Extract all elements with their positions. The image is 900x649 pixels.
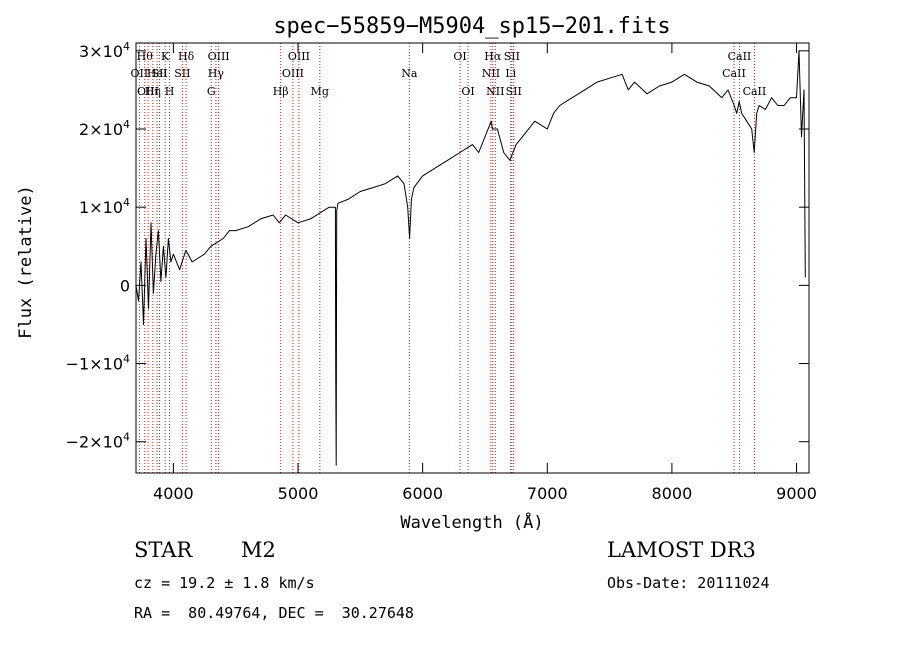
ticks-layer: 4000 5000 6000 7000 8000 90003×1042×1041×1040… xyxy=(66,40,817,503)
y-tick-label: 0 xyxy=(120,276,130,295)
spectral-line-label: HeI xyxy=(147,67,167,80)
spectral-line-label: OIII xyxy=(208,50,230,63)
spectral-line-label: Li xyxy=(505,67,516,80)
object-subclass: M2 xyxy=(241,538,276,562)
series-layer xyxy=(135,50,806,466)
y-tick-base: 3×10 xyxy=(79,42,123,61)
chart-title: spec−55859−M5904_sp15−201.fits xyxy=(273,14,670,39)
spectral-line-label: OIII xyxy=(282,67,304,80)
spectrum-series-line xyxy=(135,50,806,466)
y-tick-base: 1×10 xyxy=(79,198,123,217)
spectral-line-label: OI xyxy=(453,50,466,63)
spectral-line-label: Hθ xyxy=(137,50,154,63)
x-tick-label: 9000 xyxy=(776,484,817,503)
coordinates: RA = 80.49764, DEC = 30.27648 xyxy=(134,604,414,622)
y-tick-exponent: 4 xyxy=(123,431,130,444)
y-tick-exponent: 4 xyxy=(123,40,130,53)
spectral-line-label: Hδ xyxy=(178,50,195,63)
x-tick-label: 7000 xyxy=(527,484,568,503)
spectral-line-label: K xyxy=(161,50,170,63)
spectral-line-label: OI xyxy=(461,85,474,98)
spectral-line-label: NII xyxy=(486,85,504,98)
spectral-line-label: SII xyxy=(174,67,190,80)
spectral-line-label: G xyxy=(207,85,216,98)
spectral-line-label: OIII xyxy=(137,85,159,98)
spectral-line-label: Mg xyxy=(311,85,329,98)
spectral-line-label: Hα xyxy=(484,50,502,63)
y-tick-base: −2×10 xyxy=(66,433,123,452)
y-tick-label: −2×104 xyxy=(66,431,130,452)
x-tick-label: 8000 xyxy=(652,484,693,503)
spectral-line-label: Hη xyxy=(145,85,161,98)
object-class: STAR xyxy=(134,538,193,562)
x-tick-label: 5000 xyxy=(278,484,319,503)
spectral-line-label: Hβ xyxy=(273,85,289,98)
spectral-line-label: CaII xyxy=(728,50,752,63)
spectral-line-label: OIII xyxy=(288,50,310,63)
y-tick-base: −1×10 xyxy=(66,355,123,374)
y-tick-base: 0 xyxy=(120,276,130,295)
spectral-line-label: SII xyxy=(504,50,520,63)
spectral-line-label: CaII xyxy=(722,67,746,80)
spectral-line-label: CaII xyxy=(743,85,767,98)
y-tick-exponent: 4 xyxy=(123,118,130,131)
x-tick-label: 6000 xyxy=(402,484,443,503)
x-tick-label: 4000 xyxy=(153,484,194,503)
y-tick-base: 2×10 xyxy=(79,120,123,139)
spectral-line-label: Hγ xyxy=(208,67,225,80)
y-tick-exponent: 4 xyxy=(123,196,130,209)
spectral-line-label: Na xyxy=(401,67,418,80)
obs-date: Obs-Date: 20111024 xyxy=(607,574,770,592)
redshift-text: cz = 19.2 ± 1.8 km/s xyxy=(134,574,315,592)
spectral-line-label: H xyxy=(165,85,175,98)
spectral-line-label: NII xyxy=(482,67,500,80)
spectral-line-label: SII xyxy=(506,85,522,98)
y-tick-label: 3×104 xyxy=(79,40,130,61)
plot-frame xyxy=(135,42,810,474)
spectral-line-label: OII xyxy=(131,67,149,80)
y-tick-label: −1×104 xyxy=(66,353,130,374)
survey-name: LAMOST DR3 xyxy=(607,538,756,562)
y-tick-label: 1×104 xyxy=(79,196,130,217)
y-tick-label: 2×104 xyxy=(79,118,130,139)
y-axis-label: Flux (relative) xyxy=(16,185,36,339)
spectral-lines-layer: OIIHθOIIIHηHeISIIKHHδSIIGHγOIIIHβOIIIOII… xyxy=(131,43,767,473)
spectral-line-label: SII xyxy=(151,67,167,80)
x-axis-label: Wavelength (Å) xyxy=(400,511,543,533)
y-tick-exponent: 4 xyxy=(123,353,130,366)
